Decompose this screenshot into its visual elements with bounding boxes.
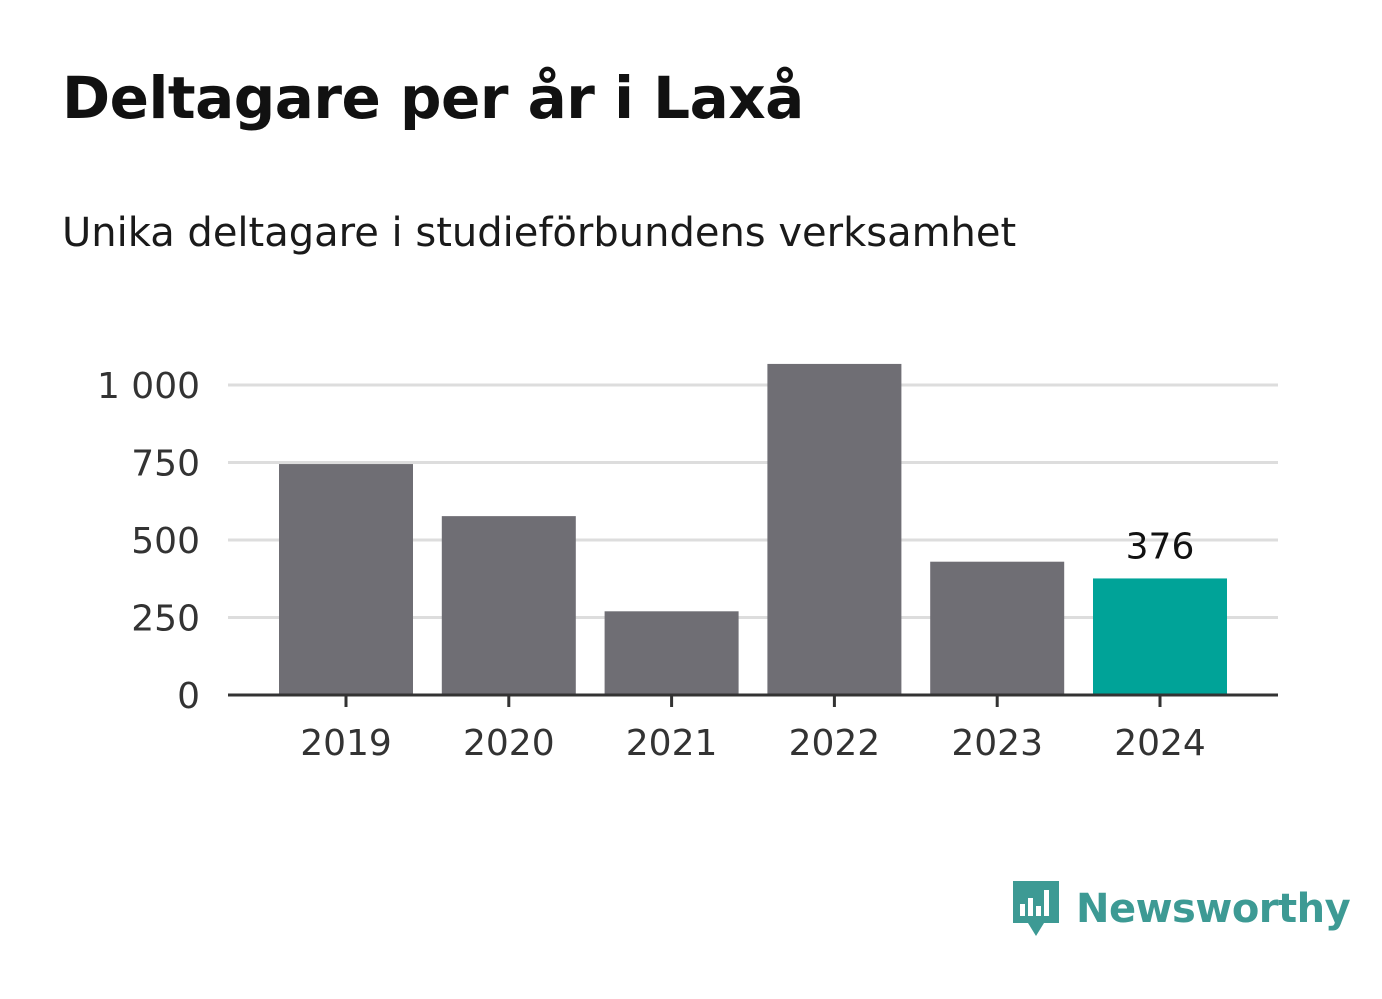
x-tick-label: 2024: [1114, 723, 1206, 764]
chart-subtitle: Unika deltagare i studieförbundens verks…: [62, 210, 1017, 256]
bars: [279, 363, 1227, 695]
newsworthy-logo: Newsworthy: [1010, 878, 1351, 940]
bar-2019: [279, 464, 413, 695]
x-tick-label: 2020: [463, 723, 555, 764]
bar-2022: [767, 363, 902, 695]
bar-2020: [441, 516, 576, 695]
x-tick-label: 2022: [789, 723, 881, 764]
newsworthy-bar-chart-icon: [1013, 881, 1059, 936]
chart-title: Deltagare per år i Laxå: [62, 64, 804, 132]
x-tick-label: 2019: [300, 723, 392, 764]
bar-2023: [930, 561, 1065, 695]
y-tick-label: 0: [177, 676, 200, 717]
brand-name: Newsworthy: [1076, 886, 1351, 932]
data-label: 376: [1126, 526, 1195, 567]
x-axis: [228, 693, 1278, 707]
x-tick-label: 2023: [951, 723, 1043, 764]
x-tick-label: 2021: [626, 723, 718, 764]
y-tick-label: 500: [131, 521, 200, 562]
labels: 0 250 500 750 1 000 2019 2020 2021 2022 2023 2024 3…: [97, 366, 1206, 764]
bar-2021: [604, 611, 739, 695]
y-tick-label: 750: [131, 444, 200, 485]
y-tick-label: 250: [131, 599, 200, 640]
bar-2024: [1093, 578, 1227, 695]
y-tick-label: 1 000: [97, 366, 200, 407]
